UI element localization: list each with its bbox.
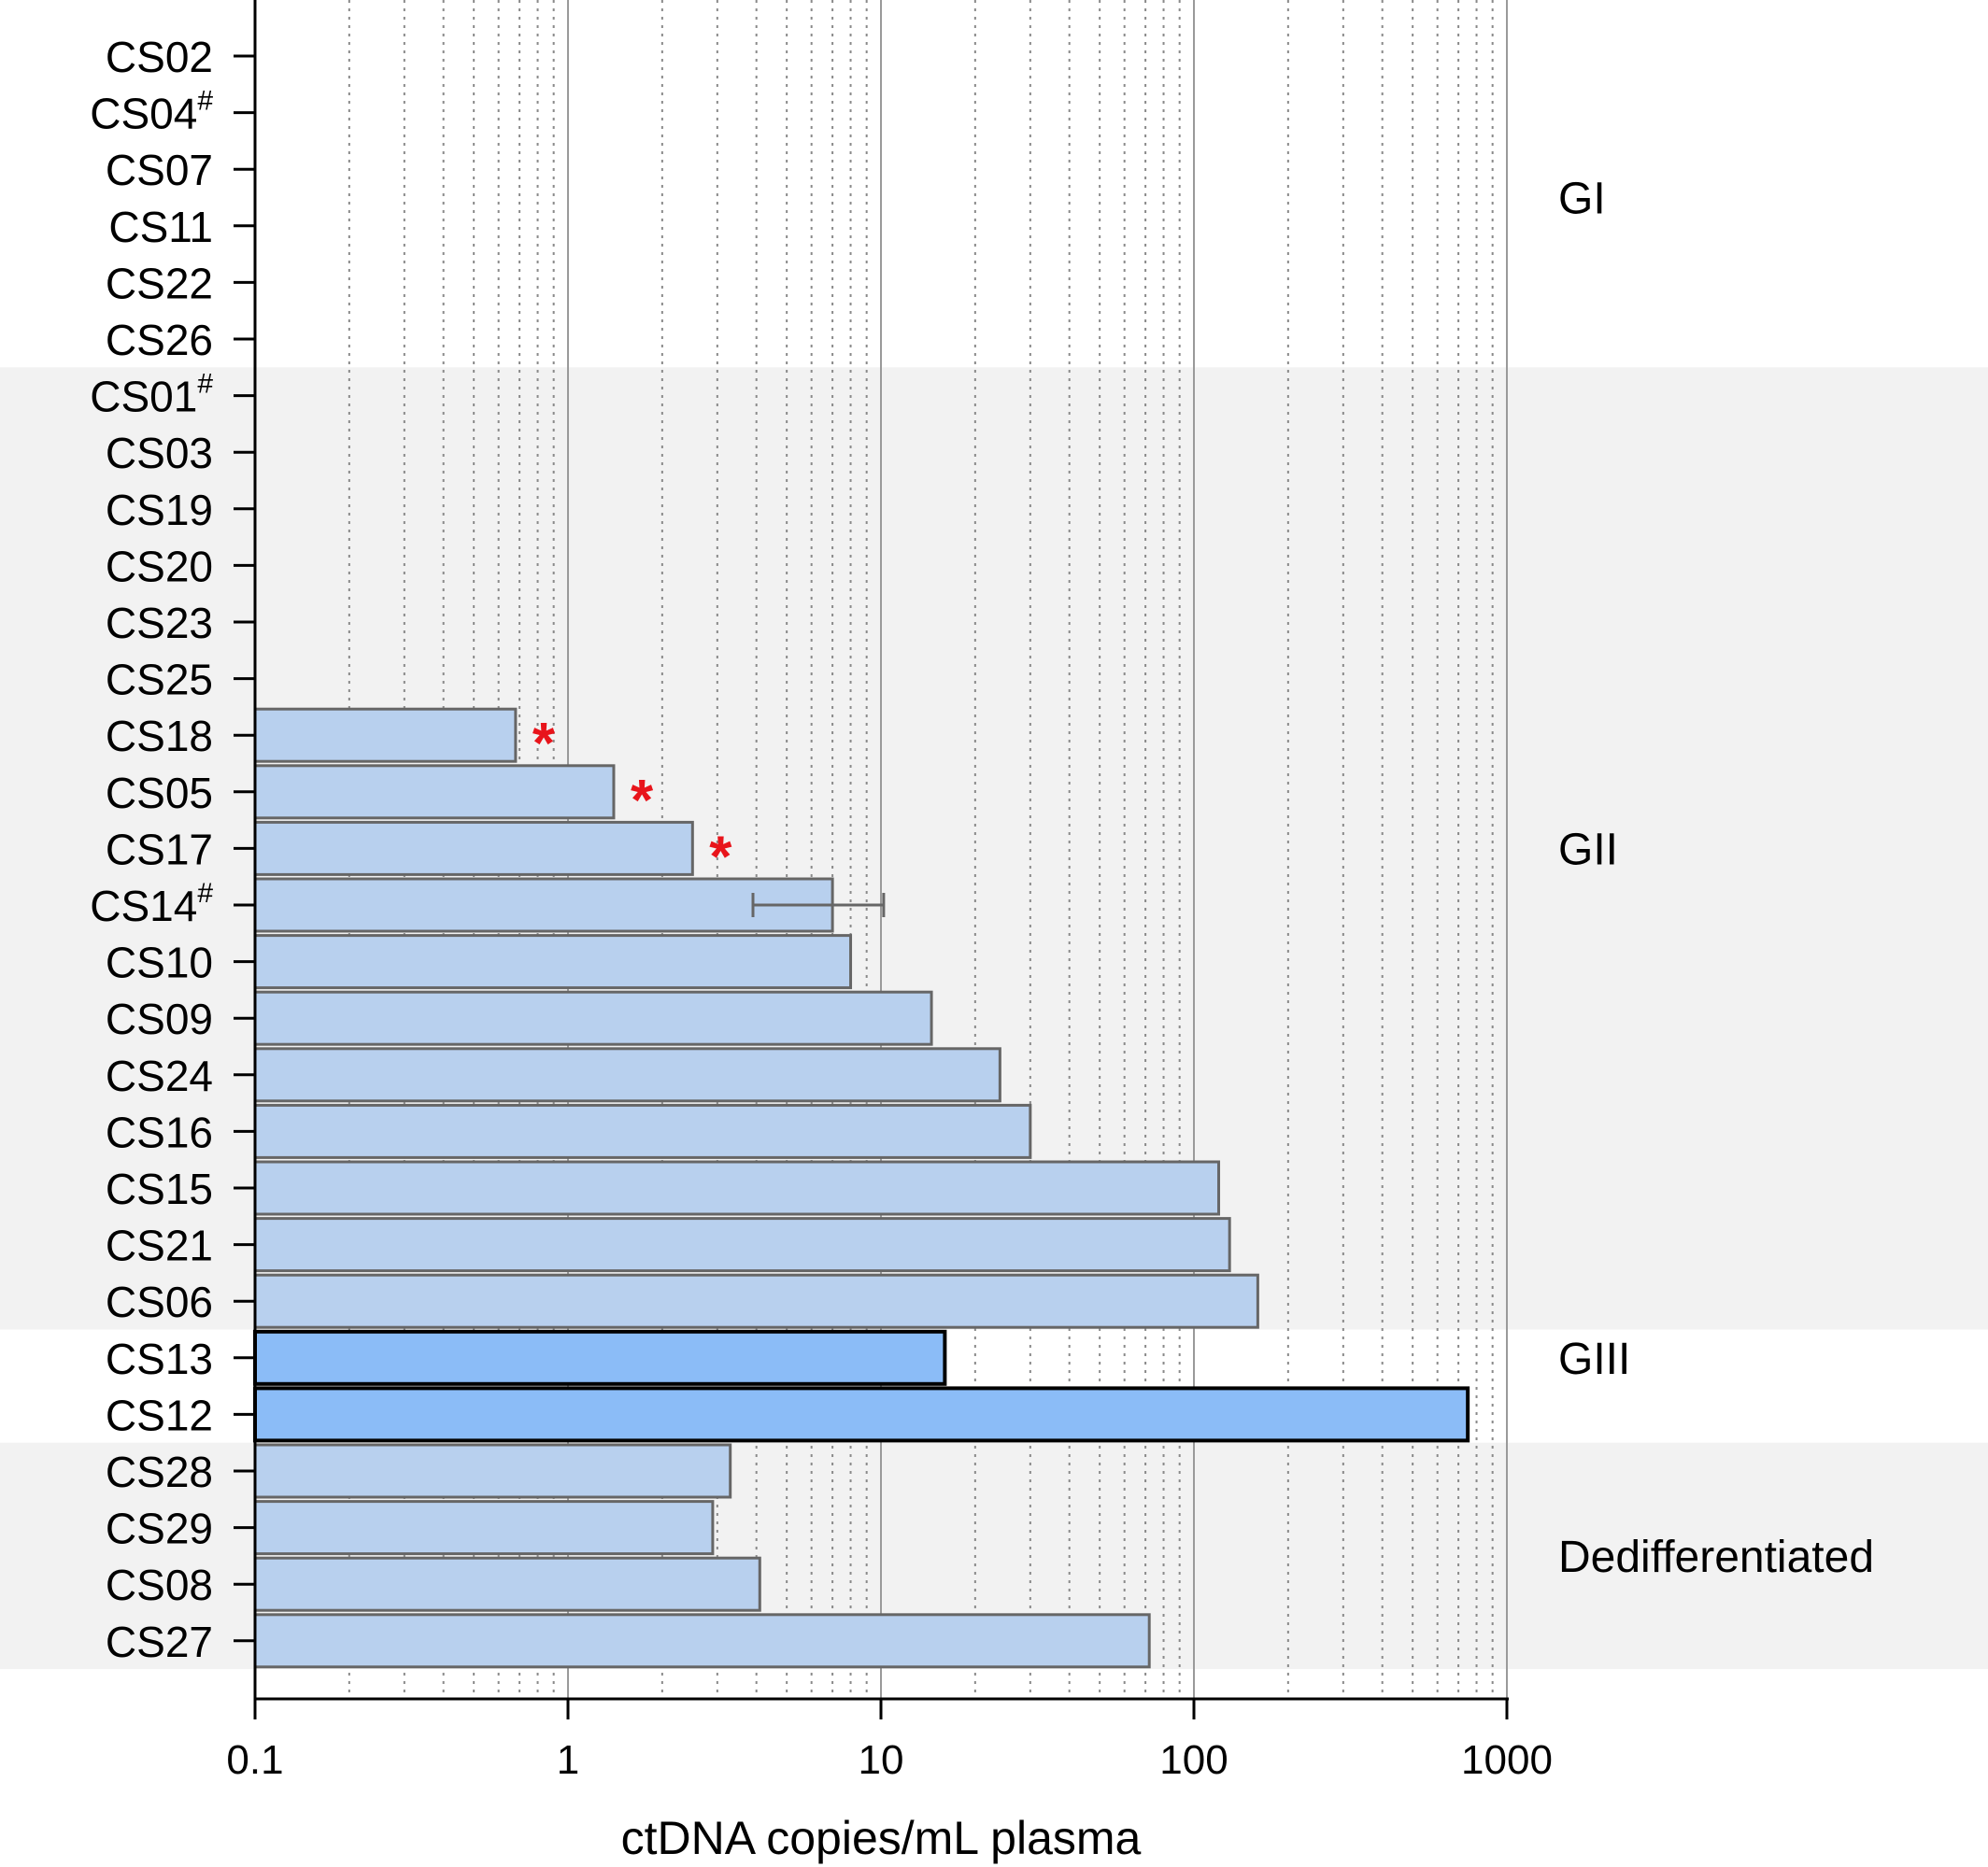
- bar: [253, 1556, 761, 1612]
- significance-asterisk: *: [631, 769, 654, 833]
- group-label: GII: [1558, 825, 1618, 874]
- y-tick-label: CS18: [106, 712, 213, 760]
- x-tick-label: 100: [1159, 1737, 1228, 1783]
- bar: [253, 707, 518, 763]
- y-tick-label: CS12: [106, 1391, 213, 1439]
- x-axis-label: ctDNA copies/mL plasma: [621, 1812, 1142, 1864]
- y-tick-label: CS20: [106, 542, 213, 590]
- bar: [253, 1386, 1470, 1443]
- group-label: GI: [1558, 175, 1606, 224]
- y-tick-label: CS13: [106, 1335, 213, 1383]
- group-label: GIII: [1558, 1335, 1630, 1384]
- y-tick-label: CS03: [106, 429, 213, 477]
- label-superscript: #: [197, 86, 213, 117]
- bar: [253, 1500, 715, 1556]
- bar: [253, 1273, 1259, 1329]
- label-superscript: #: [197, 369, 213, 400]
- group-label: Dedifferentiated: [1558, 1533, 1874, 1582]
- bar: [253, 1047, 1001, 1103]
- y-tick-label: CS10: [106, 939, 213, 987]
- bar: [253, 877, 834, 933]
- bar: [253, 1217, 1231, 1273]
- bar: [253, 1613, 1151, 1669]
- y-tick-label: CS07: [106, 146, 213, 194]
- y-tick-label: CS19: [106, 486, 213, 534]
- bar: [253, 820, 694, 876]
- bar: [253, 1329, 947, 1386]
- significance-asterisk: *: [532, 712, 556, 776]
- x-tick-label: 0.1: [226, 1737, 283, 1783]
- y-tick-label: CS01#: [90, 369, 213, 421]
- bar: [253, 1103, 1032, 1159]
- y-tick-label: CS05: [106, 769, 213, 817]
- y-tick-label: CS14#: [90, 878, 213, 930]
- annotations: GI GII GIII Dedifferentiated * * *: [532, 175, 1874, 1582]
- y-tick-label: CS25: [106, 656, 213, 704]
- y-tick-label: CS04#: [90, 86, 213, 138]
- bar: [253, 990, 933, 1046]
- bars: [253, 707, 1470, 1669]
- y-tick-label: CS21: [106, 1222, 213, 1270]
- bar: [253, 1160, 1221, 1216]
- y-tick-label: CS06: [106, 1278, 213, 1326]
- y-tick-label: CS24: [106, 1052, 213, 1100]
- bar: [253, 1443, 732, 1499]
- x-tick-label: 10: [859, 1737, 904, 1783]
- axes: CS02 CS04# CS07 CS11 CS22 CS26 CS01# CS03 CS19 CS…: [90, 0, 1553, 1783]
- x-tick-label: 1000: [1461, 1737, 1553, 1783]
- y-tick-label: CS22: [106, 259, 213, 307]
- significance-asterisk: *: [709, 825, 732, 889]
- bar: [253, 934, 853, 990]
- y-tick-label: CS27: [106, 1618, 213, 1666]
- y-tick-label: CS08: [106, 1561, 213, 1609]
- y-tick-label: CS02: [106, 33, 213, 81]
- y-tick-label: CS11: [108, 203, 213, 251]
- y-tick-label: CS26: [106, 316, 213, 364]
- x-tick-label: 1: [557, 1737, 579, 1783]
- bar: [253, 764, 616, 820]
- y-tick-label: CS29: [106, 1505, 213, 1553]
- label-superscript: #: [197, 878, 213, 909]
- y-tick-label: CS15: [106, 1165, 213, 1213]
- y-tick-label: CS23: [106, 599, 213, 647]
- y-tick-label: CS09: [106, 995, 213, 1043]
- y-tick-label: CS16: [106, 1108, 213, 1156]
- y-tick-label: CS17: [106, 825, 213, 873]
- y-tick-label: CS28: [106, 1448, 213, 1496]
